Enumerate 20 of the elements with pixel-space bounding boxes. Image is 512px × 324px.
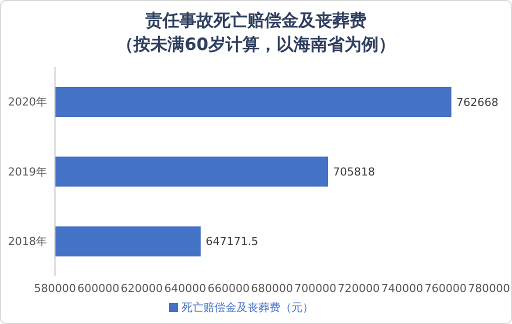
x-tick-label: 760000 [424, 282, 467, 295]
data-label: 647171.5 [206, 235, 258, 248]
x-tick-label: 700000 [294, 282, 336, 295]
data-label: 705818 [333, 166, 376, 179]
data-label: 762668 [456, 96, 498, 109]
x-tick-label: 580000 [34, 282, 76, 295]
legend-label: 死亡赔偿金及丧葬费（元） [182, 301, 314, 314]
y-tick-label: 2019年 [8, 165, 47, 178]
y-tick-label: 2018年 [8, 235, 47, 248]
x-tick-label: 740000 [381, 282, 424, 295]
x-tick-label: 680000 [251, 282, 293, 295]
x-tick-label: 780000 [468, 282, 510, 295]
x-tick-label: 720000 [338, 282, 380, 295]
y-tick-label: 2020年 [8, 96, 47, 109]
x-tick-label: 620000 [120, 282, 163, 295]
x-tick-label: 660000 [208, 282, 250, 295]
x-tick-label: 600000 [77, 282, 120, 295]
chart-title: 责任事故死亡赔偿金及丧葬费 [144, 10, 368, 33]
x-tick-label: 640000 [164, 282, 206, 295]
chart-subtitle: （按未满60岁计算，以海南省为例） [116, 34, 396, 57]
